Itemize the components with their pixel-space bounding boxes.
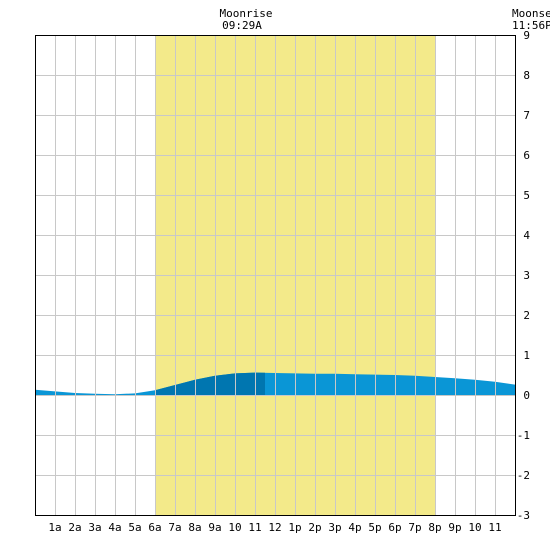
x-tick-label: 6a bbox=[148, 521, 161, 534]
y-tick-label: 4 bbox=[523, 229, 530, 242]
x-tick-label: 12 bbox=[268, 521, 281, 534]
y-tick-label: 9 bbox=[523, 29, 530, 42]
x-tick-label: 3p bbox=[328, 521, 341, 534]
moonrise-time: 09:29A bbox=[222, 19, 262, 32]
x-tick-label: 2p bbox=[308, 521, 321, 534]
x-tick-label: 10 bbox=[228, 521, 241, 534]
y-tick-label: -2 bbox=[517, 469, 530, 482]
x-tick-label: 9a bbox=[208, 521, 221, 534]
y-tick-label: 5 bbox=[523, 189, 530, 202]
y-tick-label: -1 bbox=[517, 429, 530, 442]
x-tick-label: 4a bbox=[108, 521, 121, 534]
y-tick-label: 2 bbox=[523, 309, 530, 322]
y-tick-label: 1 bbox=[523, 349, 530, 362]
y-tick-label: 3 bbox=[523, 269, 530, 282]
x-tick-label: 5p bbox=[368, 521, 381, 534]
x-tick-label: 2a bbox=[68, 521, 81, 534]
moonset-label: Moonset bbox=[512, 7, 550, 20]
y-tick-label: 7 bbox=[523, 109, 530, 122]
x-tick-label: 11 bbox=[488, 521, 501, 534]
moonrise-label: Moonrise bbox=[220, 7, 273, 20]
x-tick-label: 7a bbox=[168, 521, 181, 534]
x-tick-label: 8p bbox=[428, 521, 441, 534]
x-tick-label: 7p bbox=[408, 521, 421, 534]
x-tick-label: 9p bbox=[448, 521, 461, 534]
x-tick-label: 4p bbox=[348, 521, 361, 534]
moonset-time: 11:56P bbox=[512, 19, 550, 32]
x-tick-label: 1p bbox=[288, 521, 301, 534]
x-tick-label: 8a bbox=[188, 521, 201, 534]
y-tick-label: 8 bbox=[523, 69, 530, 82]
y-tick-label: -3 bbox=[517, 509, 530, 522]
x-tick-label: 6p bbox=[388, 521, 401, 534]
x-tick-label: 10 bbox=[468, 521, 481, 534]
y-tick-label: 0 bbox=[523, 389, 530, 402]
x-tick-label: 1a bbox=[48, 521, 61, 534]
tide-area-highlight bbox=[155, 372, 265, 395]
plot-frame bbox=[35, 35, 516, 516]
y-tick-label: 6 bbox=[523, 149, 530, 162]
x-tick-label: 5a bbox=[128, 521, 141, 534]
x-tick-label: 3a bbox=[88, 521, 101, 534]
x-tick-label: 11 bbox=[248, 521, 261, 534]
